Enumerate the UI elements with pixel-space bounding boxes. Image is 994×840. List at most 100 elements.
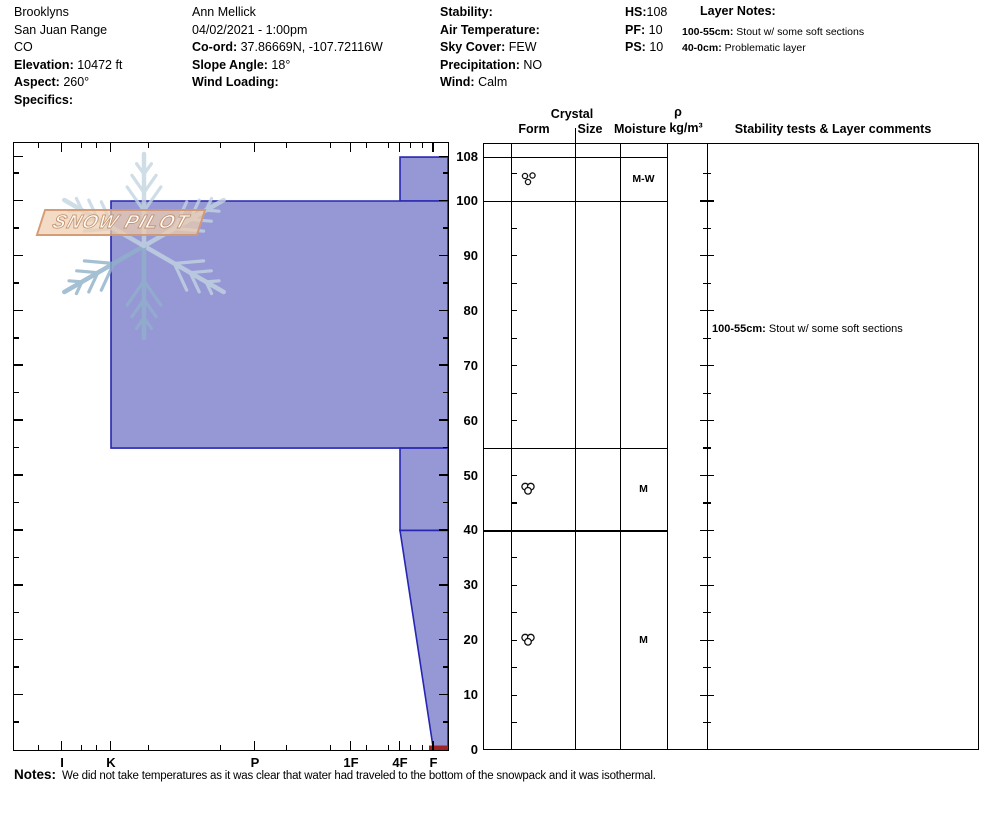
depth-tick	[438, 254, 448, 257]
observer-line: Slope Angle: 18°	[192, 57, 291, 72]
notes-label: Notes:	[14, 767, 57, 782]
depth-label: 30	[463, 577, 478, 593]
grain-form-melt-circles-icon	[521, 172, 536, 186]
weather-info-block: Stability: Air Temperature: Sky Cover: FEW…	[440, 4, 542, 92]
hardness-tick	[60, 740, 63, 750]
hardness-minor-tick	[329, 744, 332, 750]
depth-label: 10	[463, 687, 478, 703]
strip-depth-tick	[511, 667, 517, 669]
stability-comments-header: Stability tests & Layer comments	[734, 122, 932, 136]
hardness-tick	[432, 740, 434, 750]
depth-tick	[13, 556, 19, 559]
depth-tick	[442, 282, 448, 284]
table-vline	[707, 143, 709, 750]
weather-line: Air Temperature:	[440, 22, 540, 37]
depth-tick	[442, 446, 448, 449]
depth-tick	[13, 419, 23, 421]
depth-tick	[13, 474, 23, 476]
hardness-minor-tick	[387, 142, 390, 148]
pit-measurements-block: HS:108 PF: 10 PS: 10	[625, 4, 667, 57]
depth-tick	[13, 199, 23, 202]
location-line: Aspect: 260°	[14, 75, 90, 89]
strip-depth-tick	[511, 227, 517, 230]
depth-label: 100	[456, 193, 478, 208]
observer-line: Co-ord: 37.86669N, -107.72116W	[192, 40, 383, 54]
location-line: Elevation: 10472 ft	[14, 57, 123, 72]
depth-tick	[438, 638, 448, 641]
hardness-tick	[398, 740, 401, 750]
weather-line: Stability:	[440, 5, 493, 19]
strip-depth-tick	[511, 502, 517, 504]
density-scale-tick	[703, 282, 711, 284]
hardness-minor-tick	[219, 744, 222, 750]
depth-tick	[13, 611, 19, 613]
table-hline	[483, 157, 667, 159]
snowflake-icon	[61, 151, 226, 340]
hardness-minor-tick	[147, 142, 150, 148]
density-scale-tick	[700, 584, 714, 586]
size-column-header: Size	[577, 122, 603, 136]
density-scale-tick	[703, 172, 711, 175]
strip-depth-tick	[511, 255, 517, 257]
depth-tick	[438, 474, 448, 476]
table-hline	[483, 448, 667, 450]
layer-note-entry: 40-0cm: Problematic layer	[682, 42, 806, 54]
depth-label: 108	[456, 149, 478, 165]
depth-tick	[438, 584, 448, 586]
depth-tick	[13, 254, 23, 257]
depth-tick	[13, 391, 19, 394]
density-scale-tick	[700, 420, 714, 422]
table-vline	[620, 143, 622, 750]
depth-label: 20	[463, 632, 478, 648]
density-scale-tick	[703, 227, 711, 230]
hardness-minor-tick	[219, 142, 222, 148]
snow-layer	[398, 529, 448, 750]
depth-tick	[13, 337, 19, 339]
density-scale-tick	[703, 337, 711, 339]
depth-label: 70	[463, 357, 478, 373]
density-scale-tick	[703, 557, 711, 559]
strip-depth-tick	[511, 639, 517, 641]
depth-tick	[442, 501, 448, 504]
weather-line: Precipitation: NO	[440, 57, 543, 72]
notes-text: We did not take temperatures as it was c…	[62, 770, 656, 782]
depth-label: 60	[463, 412, 478, 428]
hardness-minor-tick	[365, 142, 368, 148]
strip-depth-tick	[511, 420, 517, 422]
hardness-minor-tick	[387, 744, 390, 750]
snowpilot-logo-text: SNOW PILOT	[49, 211, 192, 233]
weather-line: Sky Cover: FEW	[440, 40, 537, 54]
density-scale-tick	[700, 200, 714, 202]
hardness-tick	[349, 740, 352, 750]
table-vline	[978, 143, 980, 750]
hardness-minor-tick	[421, 142, 424, 148]
strip-depth-tick	[511, 392, 517, 394]
moisture-label: M-W	[632, 173, 655, 186]
depth-tick	[438, 419, 448, 421]
hardness-minor-tick	[37, 744, 40, 750]
hardness-minor-tick	[409, 142, 412, 148]
depth-tick	[442, 611, 448, 613]
hardness-tick	[109, 740, 112, 750]
depth-tick	[442, 666, 448, 668]
hardness-tick	[253, 740, 256, 750]
hardness-tick	[109, 142, 112, 152]
density-scale-tick	[700, 310, 714, 312]
hardness-minor-tick	[329, 142, 332, 148]
measurement-line: HS:108	[625, 5, 668, 19]
strip-depth-tick	[511, 474, 517, 477]
strip-depth-tick	[511, 310, 517, 312]
table-hline	[483, 530, 667, 532]
depth-tick	[13, 155, 23, 158]
depth-label: 80	[463, 302, 478, 318]
hardness-label: K	[106, 755, 116, 770]
density-scale-tick	[703, 392, 711, 394]
strip-depth-tick	[511, 557, 517, 559]
form-column-header: Form	[518, 122, 550, 136]
depth-tick	[13, 309, 23, 312]
hardness-label: F	[429, 755, 438, 770]
hardness-label: I	[60, 755, 64, 770]
observer-info-block: Ann Mellick 04/02/2021 - 1:00pm Co-ord: 37…	[192, 4, 383, 92]
observer-line: 04/02/2021 - 1:00pm	[192, 22, 308, 37]
depth-tick	[438, 693, 448, 696]
